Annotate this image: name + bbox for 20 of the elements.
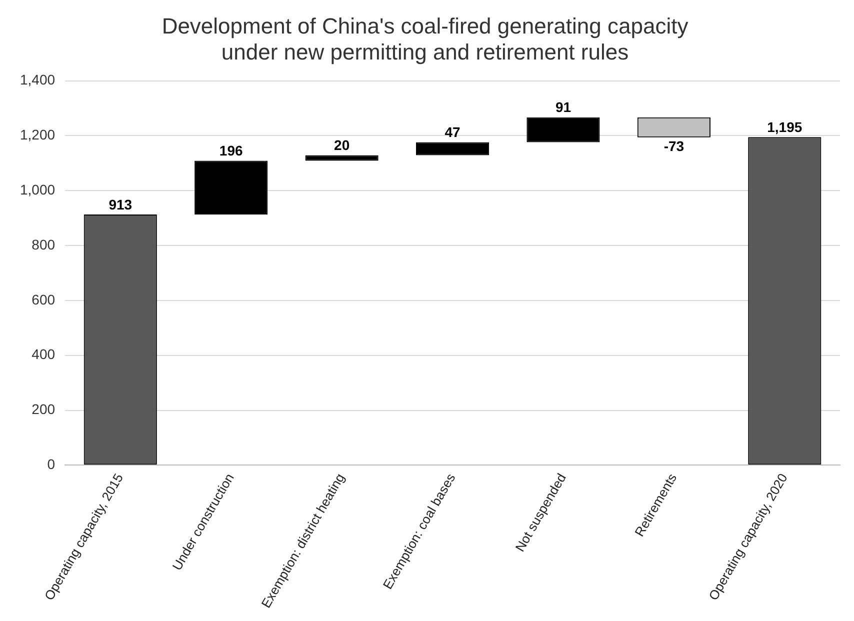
y-tick-label: 400 (32, 346, 56, 362)
y-tick-label: 600 (32, 291, 56, 308)
bar (416, 142, 490, 156)
y-tick-label: 200 (32, 401, 56, 418)
chart-title: Development of China's coal-fired generating capacity under new permitting and retirement rules (162, 13, 688, 65)
data-label: 196 (219, 142, 243, 159)
data-label: 913 (108, 196, 132, 212)
data-label: 1,195 (767, 118, 802, 135)
data-label: 47 (444, 124, 461, 140)
bar (194, 160, 268, 215)
bar (305, 155, 378, 161)
y-tick-label: 1,400 (20, 72, 56, 88)
data-label: 91 (555, 99, 572, 116)
data-label: 20 (334, 137, 350, 154)
data-label: -73 (664, 138, 684, 154)
y-tick-label: 0 (47, 456, 56, 472)
y-tick-label: 800 (32, 236, 56, 252)
bar (526, 117, 600, 142)
y-tick-label: 1,000 (20, 181, 56, 198)
y-tick-label: 1,200 (20, 126, 56, 143)
